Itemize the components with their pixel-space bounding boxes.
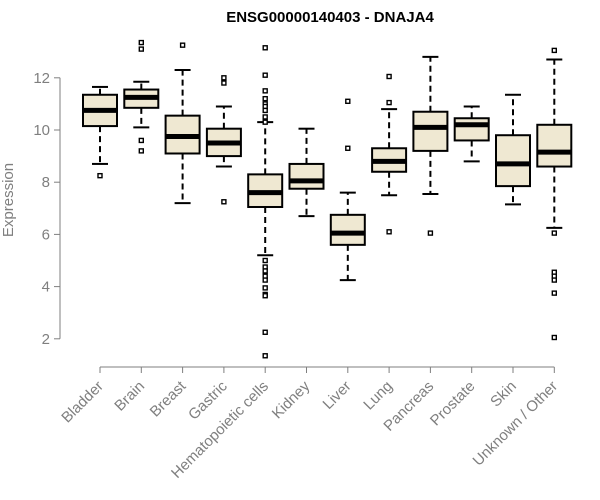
x-tick-label: Lung: [360, 378, 396, 414]
outlier-point: [262, 107, 268, 114]
box-hematopoietic-cells: [247, 45, 284, 359]
box-lung: [371, 73, 408, 235]
y-tick-label: 8: [42, 174, 50, 191]
box-iqr: [412, 110, 449, 152]
outlier-point: [138, 148, 145, 154]
box-iqr: [536, 123, 573, 168]
x-tick-label: Breast: [147, 377, 190, 420]
outlier-point: [551, 230, 557, 236]
outlier-point: [262, 119, 268, 125]
box-iqr: [453, 117, 490, 142]
box-liver: [329, 98, 366, 282]
box-prostate: [453, 105, 490, 163]
box-brain: [123, 39, 160, 154]
x-tick-label: Brain: [111, 378, 148, 415]
outlier-point: [262, 268, 268, 274]
outlier-point: [386, 99, 392, 106]
box-unknown-other: [536, 47, 573, 341]
outlier-point: [345, 145, 351, 151]
box-skin: [495, 93, 531, 206]
outlier-point: [551, 334, 557, 341]
outlier-point: [551, 290, 557, 296]
y-tick-label: 12: [33, 70, 50, 87]
outlier-point: [262, 72, 268, 78]
x-tick-label: Liver: [320, 378, 355, 413]
y-axis: 2 4 6 8 10 12: [33, 70, 61, 348]
outlier-point: [138, 46, 145, 52]
outlier-point: [262, 257, 268, 264]
box-iqr: [288, 162, 325, 190]
box-iqr: [329, 213, 366, 246]
box-gastric: [205, 75, 242, 205]
outlier-point: [138, 137, 145, 144]
outlier-point: [221, 80, 227, 86]
x-tick-label: Prostate: [427, 378, 479, 430]
outlier-point: [262, 293, 268, 299]
box-iqr: [495, 134, 531, 188]
box-breast: [164, 42, 201, 205]
outlier-point: [179, 42, 186, 48]
outlier-point: [262, 353, 268, 359]
box-bladder: [82, 85, 118, 179]
x-tick-label: Kidney: [269, 377, 314, 422]
outlier-point: [262, 277, 268, 283]
outlier-point: [221, 75, 227, 81]
box-pancreas: [412, 55, 449, 236]
outlier-point: [262, 114, 268, 120]
outlier-point: [551, 277, 557, 283]
outlier-point: [262, 95, 268, 102]
outlier-point: [386, 73, 392, 80]
chart-title: ENSG00000140403 - DNAJA4: [226, 9, 434, 26]
y-tick-label: 10: [33, 122, 50, 139]
y-tick-label: 4: [42, 279, 50, 296]
outlier-point: [138, 39, 145, 46]
outlier-point: [386, 229, 392, 235]
outlier-point: [427, 230, 434, 236]
outlier-point: [262, 88, 268, 94]
boxes-group: [82, 39, 573, 359]
box-kidney: [288, 127, 325, 218]
outlier-point: [551, 47, 557, 54]
outlier-point: [97, 172, 103, 179]
outlier-point: [262, 45, 268, 51]
outlier-point: [221, 199, 227, 205]
outlier-point: [345, 98, 351, 104]
y-tick-label: 2: [42, 331, 50, 348]
y-tick-label: 6: [42, 226, 50, 243]
outlier-point: [262, 285, 268, 291]
outlier-point: [262, 329, 268, 335]
y-axis-label: Expression: [0, 163, 17, 237]
x-tick-label: Skin: [487, 378, 520, 411]
x-tick-label: Bladder: [58, 378, 107, 427]
